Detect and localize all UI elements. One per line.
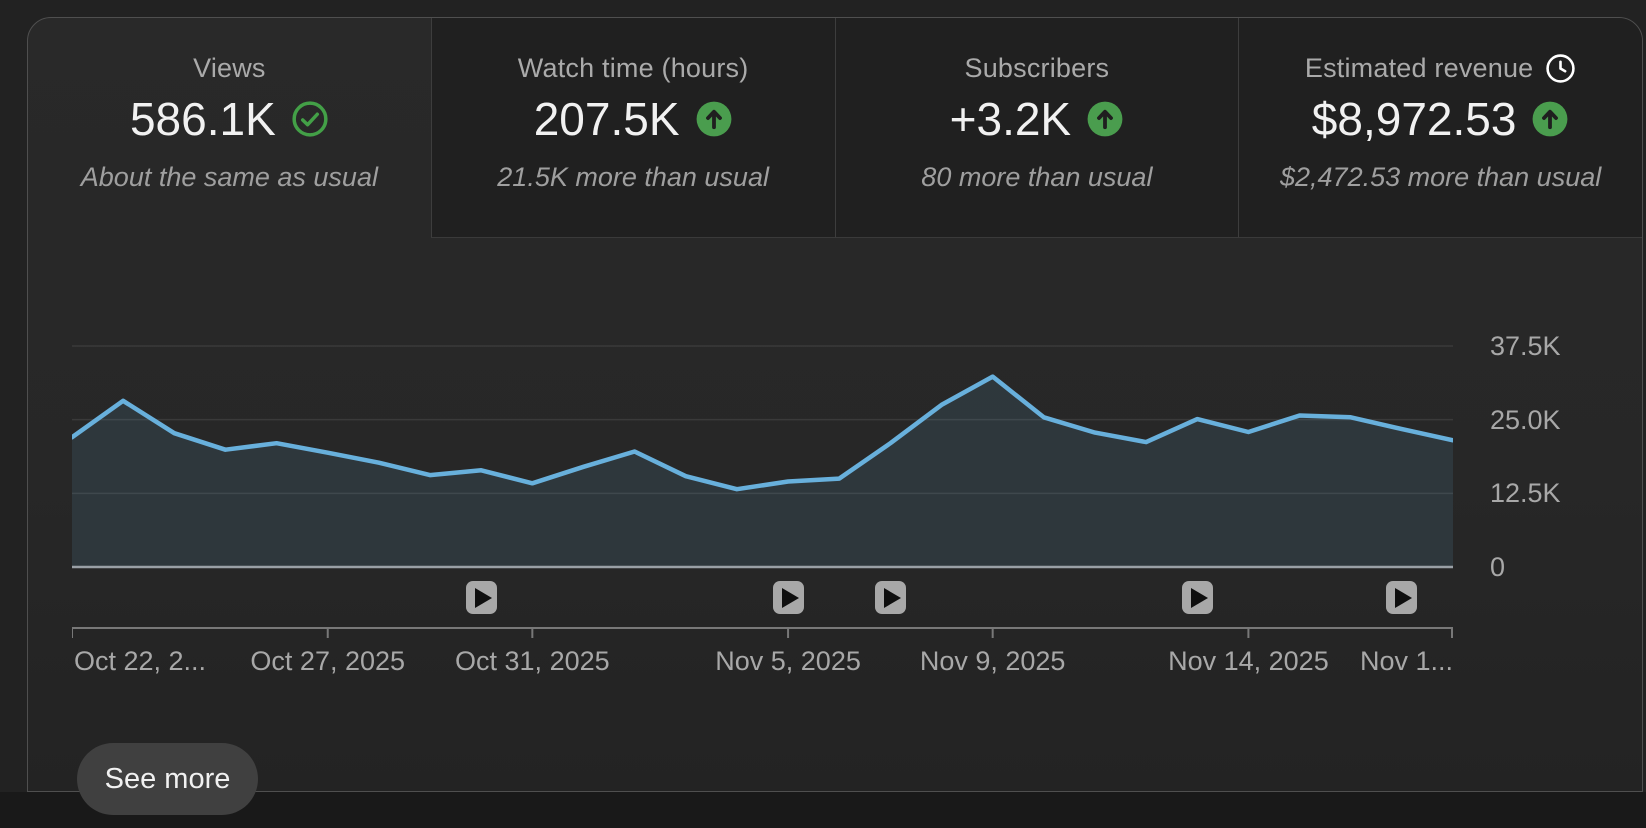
tab-views[interactable]: Views 586.1K About the same as usual	[28, 18, 431, 238]
play-icon	[474, 587, 492, 608]
page-background-strip	[0, 792, 1646, 828]
x-axis-tick-label: Nov 5, 2025	[715, 646, 861, 676]
arrow-up-circle-icon	[1087, 101, 1123, 137]
x-axis-tick-label: Nov 14, 2025	[1168, 646, 1329, 676]
tab-watch-time[interactable]: Watch time (hours) 207.5K 21.5K more tha…	[430, 18, 835, 238]
y-axis-tick-label: 25.0K	[1490, 404, 1561, 435]
check-circle-icon	[292, 101, 328, 137]
tab-views-value: 586.1K	[129, 93, 276, 145]
tab-revenue-label: Estimated revenue	[1304, 52, 1534, 83]
tab-subscribers-subtitle: 80 more than usual	[921, 162, 1153, 192]
y-axis-tick-label: 0	[1490, 552, 1506, 582]
tab-revenue-subtitle: $2,472.53 more than usual	[1280, 162, 1602, 192]
video-publish-marker[interactable]	[874, 581, 906, 614]
y-axis-tick-label: 37.5K	[1490, 331, 1561, 361]
x-axis-tick-label: Nov 9, 2025	[919, 646, 1066, 676]
clock-icon[interactable]	[1545, 53, 1576, 84]
tab-subscribers[interactable]: Subscribers +3.2K 80 more than usual	[834, 18, 1239, 238]
x-axis-tick-label: Oct 31, 2025	[455, 646, 610, 676]
tab-watch-time-subtitle: 21.5K more than usual	[497, 162, 769, 192]
tab-watch-time-value: 207.5K	[533, 93, 680, 145]
area-fill	[72, 376, 1453, 567]
tab-subscribers-label: Subscribers	[964, 52, 1110, 83]
analytics-card: Views 586.1K About the same as usual Wat…	[27, 17, 1643, 792]
video-publish-marker[interactable]	[465, 581, 497, 614]
video-publish-marker[interactable]	[772, 581, 804, 614]
x-axis-tick-label: Oct 22, 2...	[74, 646, 207, 676]
video-publish-marker[interactable]	[1181, 581, 1213, 614]
see-more-button[interactable]: See more	[77, 743, 258, 815]
trend-line	[72, 374, 1453, 492]
play-icon	[883, 587, 901, 608]
tab-views-subtitle: About the same as usual	[80, 162, 378, 192]
arrow-up-circle-icon	[696, 101, 731, 137]
y-axis-tick-label: 12.5K	[1490, 478, 1561, 509]
tab-revenue-value: $8,972.53	[1311, 93, 1517, 145]
play-icon	[781, 587, 799, 608]
play-icon	[1190, 587, 1208, 608]
views-trend-chart[interactable]	[72, 280, 1453, 650]
video-publish-marker[interactable]	[1386, 581, 1418, 614]
x-axis-tick-label: Nov 1...	[1359, 646, 1453, 676]
tab-views-label: Views	[193, 52, 266, 83]
tab-subscribers-value: +3.2K	[949, 93, 1072, 145]
metric-tabs: Views 586.1K About the same as usual Wat…	[28, 18, 1642, 238]
arrow-up-circle-icon	[1533, 101, 1568, 137]
tab-estimated-revenue[interactable]: Estimated revenue $8,972.53 $2,472.53 mo…	[1238, 18, 1642, 238]
tab-watch-time-label: Watch time (hours)	[517, 52, 749, 83]
x-axis-tick-label: Oct 27, 2025	[250, 646, 406, 676]
play-icon	[1395, 587, 1413, 608]
